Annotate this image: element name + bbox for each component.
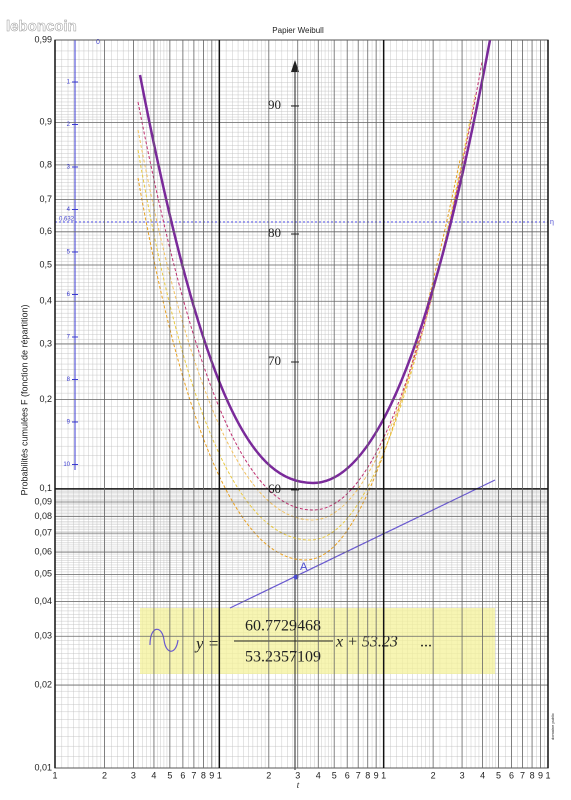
inner-axis-arrow [291,60,299,72]
x-tick-label: 3 [460,770,465,780]
x-tick-label: 4 [480,770,485,780]
x-tick-label: 1 [381,770,386,780]
y-tick-label: 0,02 [34,679,52,689]
x-tick-label: 6 [345,770,350,780]
curve-magenta [137,61,483,511]
left-scale-label: 5 [67,250,71,256]
x-tick-label: 6 [180,770,185,780]
left-scale-label: 2 [67,122,71,128]
x-tick-label: 4 [316,770,321,780]
y-tick-label: 0,3 [39,338,52,348]
x-tick-label: 5 [496,770,501,780]
left-scale-label: 6 [67,292,71,298]
x-tick-label: 2 [102,770,107,780]
formula-denominator: 53.2357109 [245,649,321,666]
y-tick-label: 0,6 [39,226,52,236]
y-axis-label: Probabilités cumulées F (fonction de rép… [19,304,29,495]
left-scale-label: 9 [67,420,71,426]
y-tick-label: 0,01 [34,762,52,772]
x-tick-label: 1 [52,770,57,780]
y-tick-label: 0,1 [39,483,52,493]
x-tick-label: 8 [530,770,535,780]
inner-scale-label: 60 [268,481,281,496]
formula-lhs: y = [194,634,219,653]
x-tick-label: 7 [520,770,525,780]
y-tick-label: 0,04 [34,596,52,606]
x-tick-label: 7 [356,770,361,780]
x-tick-label: 1 [545,770,550,780]
y-tick-label: 0,09 [34,496,52,506]
inner-scale-label: 70 [268,353,281,368]
inner-scale-label: 90 [268,97,281,112]
left-scale-label: 4 [67,207,71,213]
formula-numerator: 60.7729468 [245,618,321,635]
x-tick-label: 4 [151,770,156,780]
curve-yellow-1 [137,159,461,561]
y-tick-label: 0,99 [34,34,52,44]
x-tick-label: 2 [431,770,436,780]
left-scale-label: 3 [67,165,71,171]
x-axis-label: t [297,780,300,790]
left-scale-label: 8 [67,377,71,383]
left-scale-label: 7 [67,335,71,341]
x-tick-label: 9 [374,770,379,780]
x-tick-label: 5 [332,770,337,780]
y-tick-label: 0,03 [34,631,52,641]
point-label: A [300,561,308,573]
y-tick-label: 0,8 [39,159,52,169]
y-tick-label: 0,9 [39,117,52,127]
x-tick-label: 5 [167,770,172,780]
y-tick-label: 0,08 [34,511,52,521]
title: Papier Weibull [272,26,324,35]
y-tick-label: 0,7 [39,194,52,204]
y-tick-label: 0,07 [34,527,52,537]
regression-line [229,479,496,609]
y-tick-label: 0,4 [39,296,52,306]
y-tick-label: 0,5 [39,259,52,269]
y-tick-label: 0,06 [34,546,52,556]
left-scale-label: 10 [63,462,70,468]
x-tick-label: 2 [266,770,271,780]
x-tick-label: 6 [509,770,514,780]
footer-note: domaine public [550,713,555,740]
point-a [293,574,299,580]
formula-ellipsis: ... [420,634,432,651]
top-marker: 0 [96,39,100,46]
x-tick-label: 3 [295,770,300,780]
formula-tail: x + 53.23 [335,634,398,651]
left-scale-label: 1 [67,80,71,86]
x-tick-label: 1 [217,770,222,780]
watermark: leboncoin [6,18,77,35]
y-tick-label: 0,2 [39,394,52,404]
curve-yellow-3 [137,94,476,521]
y-tick-label: 0,05 [34,569,52,579]
eta-label: η [550,219,554,226]
x-tick-label: 3 [131,770,136,780]
x-tick-label: 8 [201,770,206,780]
inner-scale-label: 80 [268,225,281,240]
marker-label: 0,632 [59,217,75,223]
x-tick-label: 9 [209,770,214,780]
x-tick-label: 7 [191,770,196,780]
x-tick-label: 8 [365,770,370,780]
formula-icon [149,628,179,652]
x-tick-label: 9 [538,770,543,780]
